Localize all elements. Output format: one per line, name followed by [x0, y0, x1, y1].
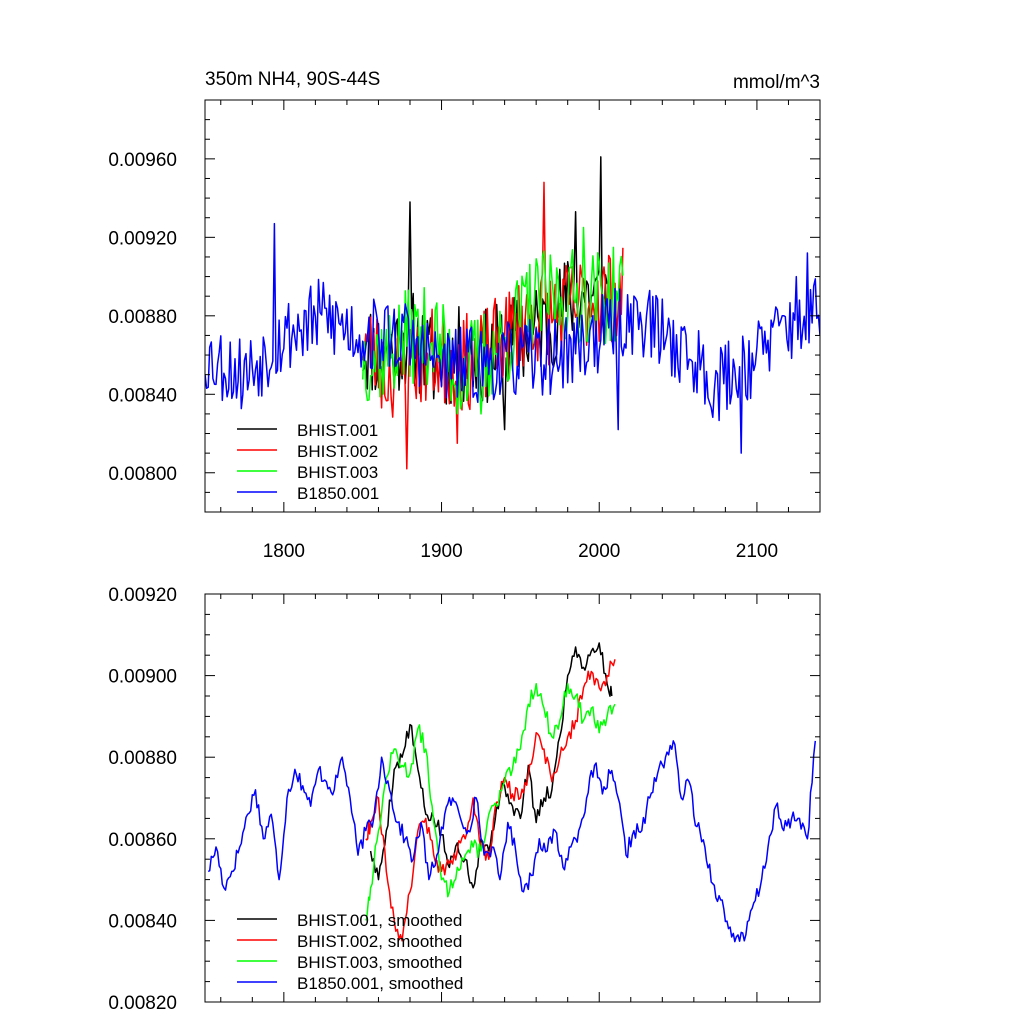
legend-label: BHIST.002	[297, 442, 378, 461]
x-tick-label: 1800	[263, 541, 305, 562]
y-tick-label: 0.00880	[108, 748, 177, 769]
y-tick-label: 0.00820	[108, 993, 177, 1014]
y-tick-label: 0.00920	[108, 585, 177, 606]
series-line-bhist-002-smoothed	[365, 659, 616, 942]
series-line-b1850-001-smoothed	[207, 740, 817, 943]
series-line-bhist-003-smoothed	[365, 683, 616, 921]
y-tick-label: 0.00840	[108, 911, 177, 932]
x-tick-label: 1900	[420, 541, 462, 562]
y-tick-label: 0.00960	[108, 150, 177, 171]
top-panel: 350m NH4, 90S-44S mmol/m^3 0.00800 0.0084…	[108, 69, 821, 562]
legend-label: B1850.001, smoothed	[297, 974, 463, 993]
legend-label: BHIST.001	[297, 421, 378, 440]
top-panel-title: 350m NH4, 90S-44S	[205, 69, 380, 90]
y-tick-label: 0.00840	[108, 385, 177, 406]
legend-label: BHIST.002, smoothed	[297, 932, 462, 951]
legend-label: B1850.001	[297, 484, 379, 503]
y-tick-label: 0.00900	[108, 667, 177, 688]
legend-label: BHIST.001, smoothed	[297, 911, 462, 930]
legend-label: BHIST.003	[297, 463, 378, 482]
y-tick-label: 0.00860	[108, 830, 177, 851]
top-panel-units: mmol/m^3	[733, 72, 820, 93]
series-line-b1850-001	[205, 222, 820, 454]
y-tick-label: 0.00920	[108, 228, 177, 249]
series-line-bhist-003	[361, 226, 624, 415]
y-tick-label: 0.00880	[108, 307, 177, 328]
x-tick-label: 2000	[578, 541, 620, 562]
plot-frame	[204, 99, 821, 513]
y-tick-label: 0.00800	[108, 464, 177, 485]
bottom-panel: 0.00820 0.00840 0.00860 0.00880 0.00900 0.009…	[108, 585, 821, 1014]
x-tick-label: 2100	[736, 541, 778, 562]
legend-label: BHIST.003, smoothed	[297, 953, 462, 972]
